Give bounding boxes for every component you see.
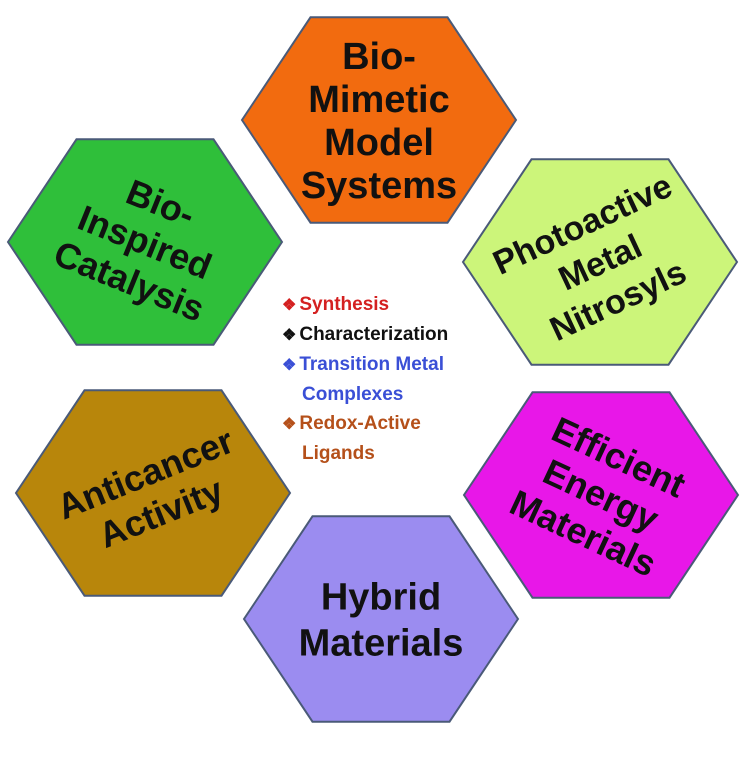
hexagon-shape <box>242 515 520 723</box>
hexagon-bottom: Hybrid Materials <box>242 515 520 723</box>
hexagon-label-line: Bio- <box>342 36 416 78</box>
hexagon-label: Hybrid Materials <box>299 576 464 664</box>
center-item-transition-metal-cont: Complexes <box>282 380 542 409</box>
diamond-bullet-icon: ❖ <box>282 327 297 344</box>
center-item-synthesis: ❖ Synthesis <box>282 290 542 320</box>
center-item-text: Ligands <box>302 443 375 464</box>
center-item-characterization: ❖ Characterization <box>282 320 542 350</box>
hexagon-label-line: Model <box>324 122 434 164</box>
center-topic-list: ❖ Synthesis ❖ Characterization ❖ Transition… <box>282 290 542 468</box>
hexagon-top: Bio-Mimetic Model Systems <box>240 16 518 224</box>
hexagon-shape <box>14 389 292 597</box>
hexagon-shape <box>240 16 518 224</box>
hexagon-upper-left: Bio-InspiredCatalysis <box>6 138 284 346</box>
hexagon-lower-right: EfficientEnergyMaterials <box>462 391 740 599</box>
hexagon-label-line: Mimetic <box>308 79 449 121</box>
hexagon-shape <box>461 158 739 366</box>
center-item-text: Synthesis <box>299 294 390 315</box>
center-item-text: Characterization <box>299 324 449 345</box>
hexagon-lower-left: AnticancerActivity <box>14 389 292 597</box>
hexagon-label-line: Hybrid <box>321 576 441 618</box>
hexagon-shape <box>6 138 284 346</box>
center-item-text: Redox-Active <box>299 413 421 434</box>
diamond-bullet-icon: ❖ <box>282 297 297 314</box>
center-item-transition-metal: ❖ Transition Metal <box>282 350 542 380</box>
center-item-redox-active: ❖ Redox-Active <box>282 409 542 439</box>
diamond-bullet-icon: ❖ <box>282 357 297 374</box>
center-item-text: Transition Metal <box>299 354 444 375</box>
center-item-text: Complexes <box>302 384 404 405</box>
diamond-bullet-icon: ❖ <box>282 416 297 433</box>
hexagon-label: Bio-Mimetic Model Systems <box>301 36 457 207</box>
center-item-redox-active-cont: Ligands <box>282 439 542 468</box>
hexagon-shape <box>462 391 740 599</box>
hexagon-upper-right: PhotoactiveMetalNitrosyls <box>461 158 739 366</box>
hexagon-label-line: Systems <box>301 165 457 207</box>
hexagon-label-line: Materials <box>299 622 464 664</box>
